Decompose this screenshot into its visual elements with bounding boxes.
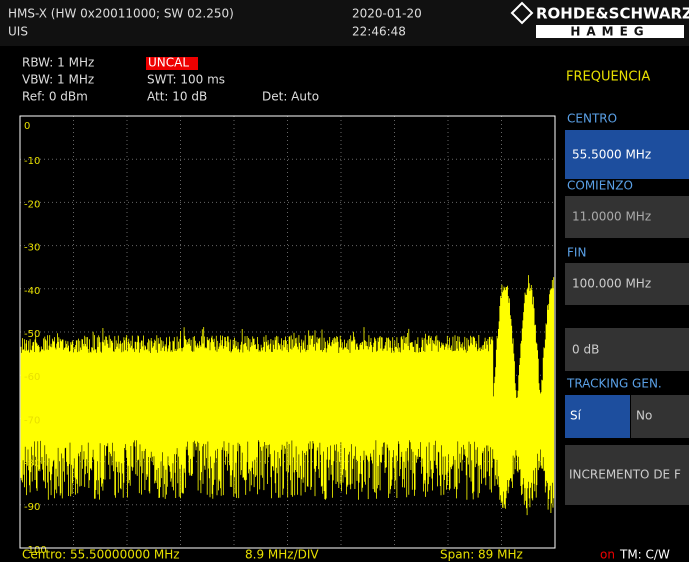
- start-button[interactable]: [565, 196, 689, 238]
- stop-button[interactable]: [565, 263, 689, 305]
- ref: Ref: 0 dBm: [22, 90, 88, 104]
- increment-button[interactable]: [565, 445, 689, 505]
- footer-tm: TM: C/W: [619, 548, 670, 562]
- start-label: COMIENZO: [567, 179, 633, 193]
- no-button[interactable]: [631, 395, 689, 438]
- y-label: -50: [24, 329, 40, 340]
- no: No: [636, 409, 652, 423]
- y-label: -80: [24, 459, 40, 470]
- level-value: 0 dB: [572, 343, 599, 357]
- stop-label: FIN: [567, 246, 586, 260]
- yes-button[interactable]: [565, 395, 630, 438]
- y-label: 0: [24, 121, 30, 132]
- y-label: -100: [24, 545, 47, 556]
- center-value: 55.5000 MHz: [572, 148, 651, 162]
- device: HMS-X (HW 0x20011000; SW 02.250): [8, 7, 234, 21]
- brand: ROHDE&SCHWARZ: [536, 5, 689, 23]
- menu-title: FREQUENCIA: [566, 70, 650, 85]
- trace: [20, 275, 555, 516]
- uncal: UNCAL: [148, 56, 189, 70]
- top-bar: [0, 0, 689, 46]
- footer-center: Centro: 55.50000000 MHz: [22, 548, 180, 562]
- vbw: VBW: 1 MHz: [22, 73, 94, 87]
- y-label: -10: [24, 156, 40, 167]
- footer-span: Span: 89 MHz: [440, 548, 523, 562]
- rbw: RBW: 1 MHz: [22, 56, 94, 70]
- increment: INCREMENTO DE F: [569, 468, 681, 482]
- center-label: CENTRO: [567, 112, 617, 126]
- time: 22:46:48: [352, 25, 406, 39]
- att: Att: 10 dB: [147, 90, 207, 104]
- y-label: -70: [24, 415, 40, 426]
- center-button[interactable]: [565, 130, 689, 179]
- det: Det: Auto: [262, 90, 319, 104]
- sub-brand: HAMEG: [570, 25, 649, 39]
- footer-on: on: [600, 548, 615, 562]
- y-label: -60: [24, 372, 40, 383]
- yes: Sí: [570, 409, 582, 423]
- level-button[interactable]: [565, 328, 689, 371]
- uncal-box: [146, 57, 198, 70]
- mode: UIS: [8, 25, 28, 39]
- date: 2020-01-20: [352, 7, 422, 21]
- y-label: -40: [24, 286, 40, 297]
- logo-icon: [510, 1, 534, 25]
- y-label: -30: [24, 243, 40, 254]
- stop-value: 100.000 MHz: [572, 277, 651, 291]
- y-label: -20: [24, 199, 40, 210]
- sub-brand-box: [536, 25, 684, 38]
- tracking-label: TRACKING GEN.: [566, 377, 662, 391]
- start-value: 11.0000 MHz: [572, 210, 651, 224]
- plot-border: [19, 115, 556, 549]
- footer-div: 8.9 MHz/DIV: [245, 548, 319, 562]
- y-label: -90: [24, 502, 40, 513]
- swt: SWT: 100 ms: [147, 73, 225, 87]
